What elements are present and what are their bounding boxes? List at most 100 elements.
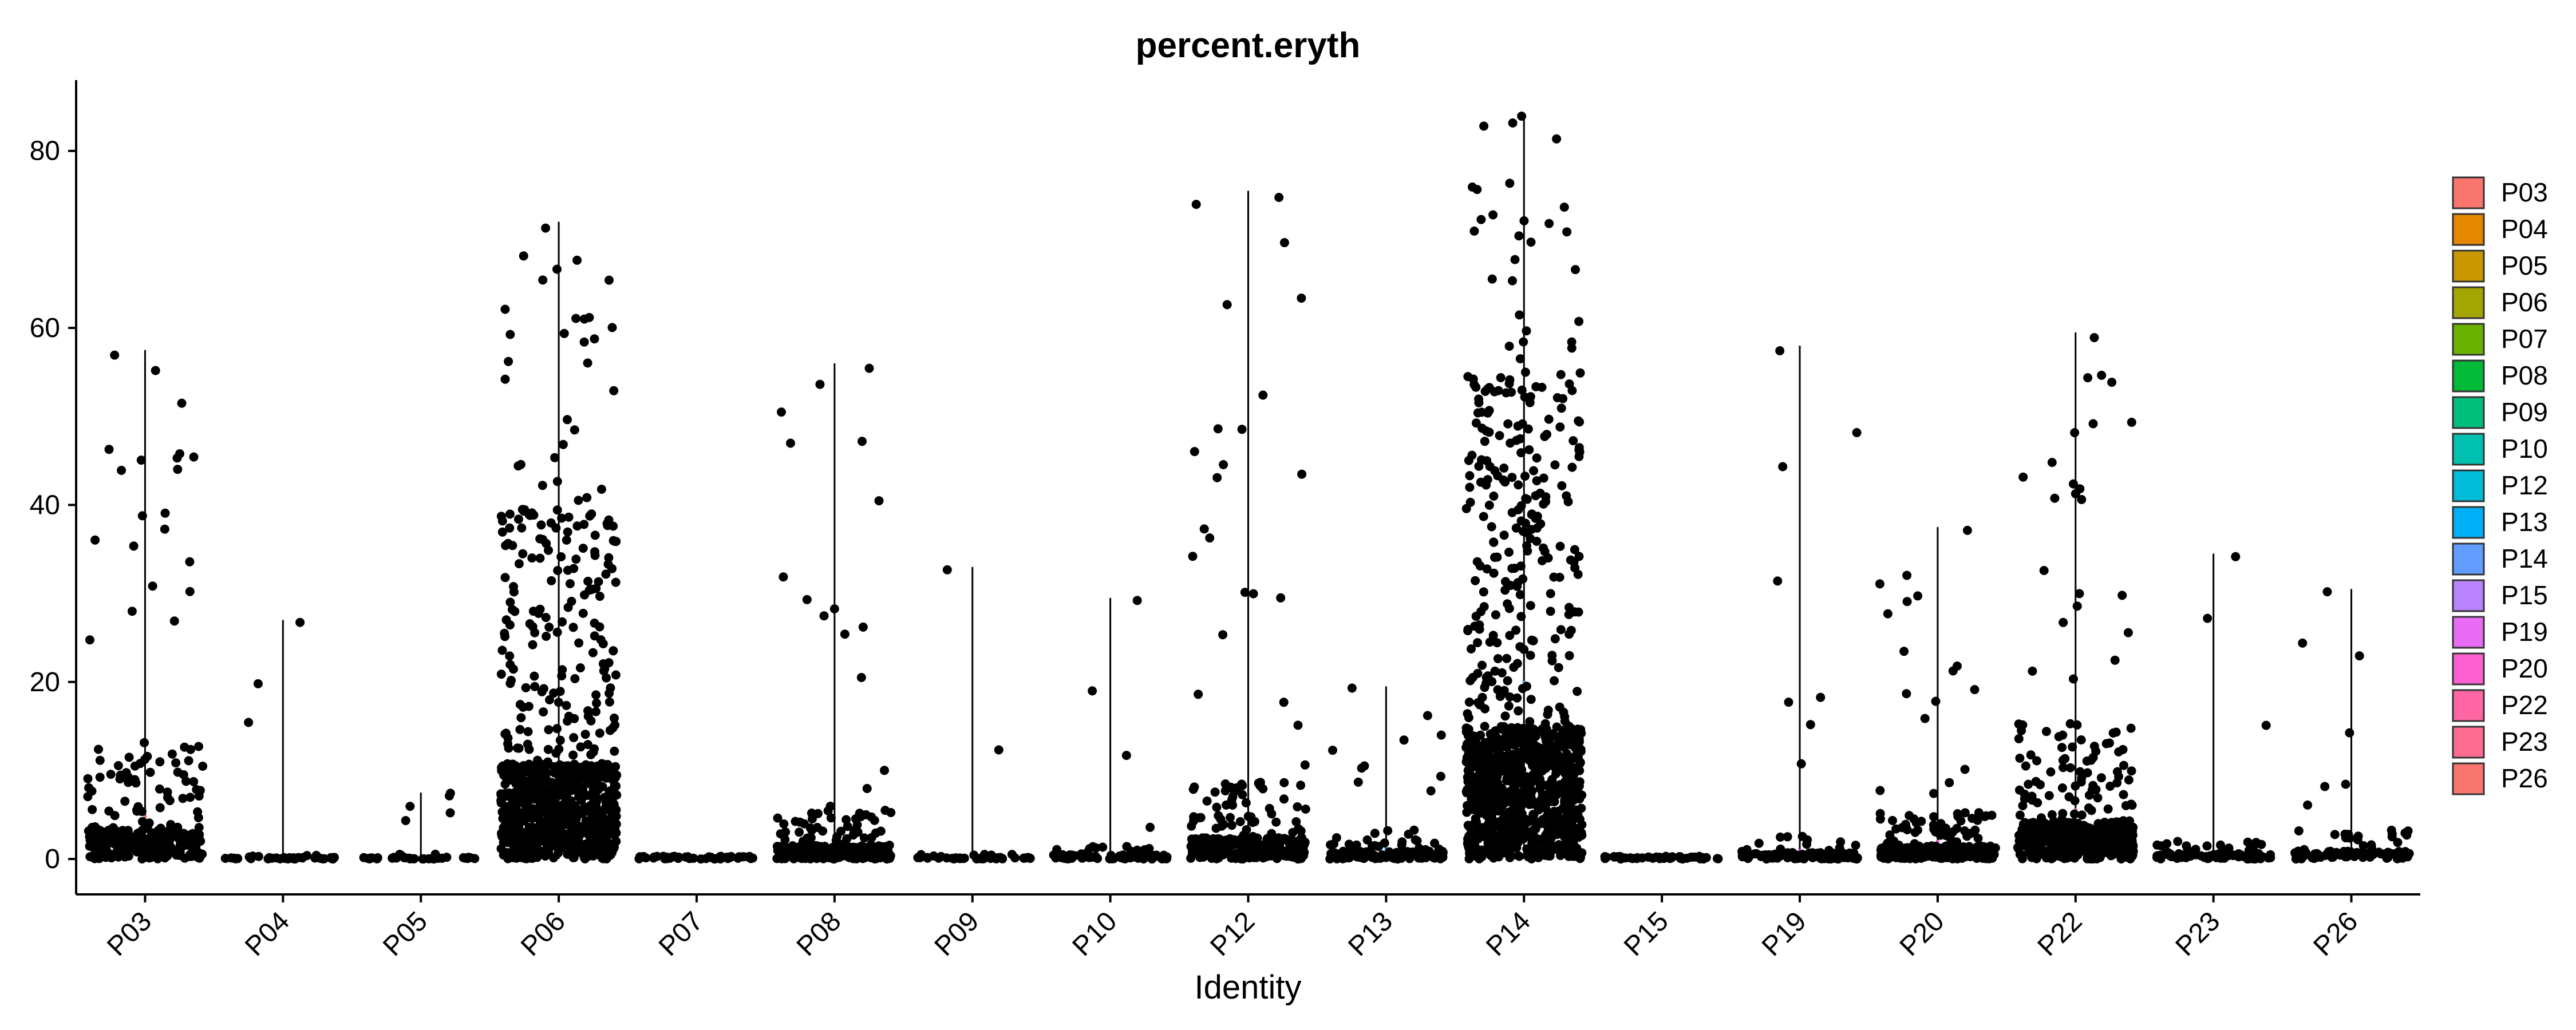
data-point — [596, 635, 606, 645]
points-P22 — [2013, 333, 2138, 863]
data-point — [610, 714, 619, 723]
data-point — [2244, 854, 2254, 863]
data-point — [578, 608, 588, 618]
data-point — [500, 628, 509, 638]
data-point — [1469, 226, 1479, 236]
data-point — [1515, 310, 1524, 320]
data-point — [1489, 537, 1499, 547]
data-point — [986, 854, 995, 863]
data-point — [1764, 851, 1774, 861]
data-point — [564, 512, 574, 522]
data-point — [437, 853, 447, 863]
data-point — [1943, 847, 1953, 857]
data-point — [2052, 834, 2062, 843]
data-point — [1221, 835, 1231, 845]
data-point — [1567, 343, 1577, 353]
data-point — [2059, 617, 2068, 627]
data-point — [1188, 552, 1198, 561]
data-point — [192, 785, 202, 794]
data-point — [2119, 760, 2128, 770]
data-point — [1249, 589, 1258, 599]
data-point — [1484, 500, 1494, 510]
data-point — [886, 808, 896, 817]
data-point — [1293, 802, 1302, 811]
data-point — [1484, 775, 1494, 785]
data-point — [2353, 831, 2363, 841]
data-point — [172, 453, 182, 463]
data-point — [2017, 825, 2027, 834]
data-point — [1238, 790, 1247, 799]
data-point — [1902, 597, 1912, 607]
data-point — [1505, 631, 1515, 640]
data-point — [1088, 686, 1097, 696]
data-point — [2095, 847, 2104, 857]
data-point — [521, 844, 531, 854]
data-point — [1254, 778, 1263, 788]
data-point — [2126, 799, 2136, 809]
data-point — [2166, 849, 2175, 859]
data-point — [1905, 811, 1914, 821]
data-point — [2403, 852, 2412, 862]
data-point — [1875, 579, 1884, 589]
data-point — [2072, 720, 2082, 730]
data-point — [155, 757, 165, 767]
data-point — [1471, 576, 1480, 585]
data-point — [876, 853, 886, 862]
data-point — [601, 817, 611, 826]
data-point — [1815, 853, 1825, 862]
data-point — [2071, 781, 2080, 791]
data-point — [739, 852, 749, 862]
data-point — [389, 853, 398, 862]
data-point — [669, 851, 678, 861]
data-point — [786, 438, 795, 448]
data-point — [572, 804, 582, 814]
data-point — [1525, 717, 1535, 726]
x-tick-label: P15 — [1618, 906, 1674, 962]
data-point — [856, 673, 866, 682]
data-point — [504, 356, 513, 366]
data-point — [1515, 590, 1525, 600]
data-point — [244, 718, 254, 727]
data-point — [530, 671, 539, 681]
data-point — [2104, 837, 2114, 846]
data-point — [541, 223, 551, 233]
data-point — [634, 854, 644, 863]
data-point — [1297, 469, 1307, 479]
data-point — [2036, 849, 2046, 859]
data-point — [1962, 525, 1972, 535]
data-point — [1573, 687, 1582, 696]
data-point — [696, 854, 706, 864]
points-P13 — [1325, 683, 1448, 864]
data-point — [1514, 851, 1523, 861]
data-point — [806, 833, 816, 842]
data-point — [2105, 738, 2114, 748]
data-point — [187, 833, 196, 842]
data-point — [1775, 346, 1785, 355]
data-point — [1475, 854, 1484, 863]
data-point — [2083, 373, 2093, 383]
data-point — [1423, 711, 1432, 720]
data-point — [507, 676, 516, 685]
data-point — [1494, 386, 1503, 395]
data-point — [173, 767, 183, 777]
data-point — [579, 337, 589, 347]
data-point — [591, 707, 600, 716]
data-point — [1430, 838, 1440, 848]
data-point — [2083, 851, 2092, 861]
points-P09 — [913, 565, 1035, 863]
data-point — [2018, 720, 2028, 730]
data-point — [2297, 854, 2306, 863]
data-point — [1569, 770, 1579, 780]
data-point — [1503, 419, 1513, 429]
data-point — [575, 663, 585, 673]
data-point — [2118, 744, 2128, 754]
data-point — [1519, 337, 1528, 347]
points-P04 — [220, 617, 339, 864]
data-point — [1360, 761, 1369, 771]
data-point — [546, 518, 556, 528]
data-point — [547, 576, 556, 585]
data-point — [1411, 835, 1420, 845]
data-point — [2089, 742, 2099, 751]
data-point — [513, 514, 523, 524]
data-points — [83, 112, 2414, 864]
